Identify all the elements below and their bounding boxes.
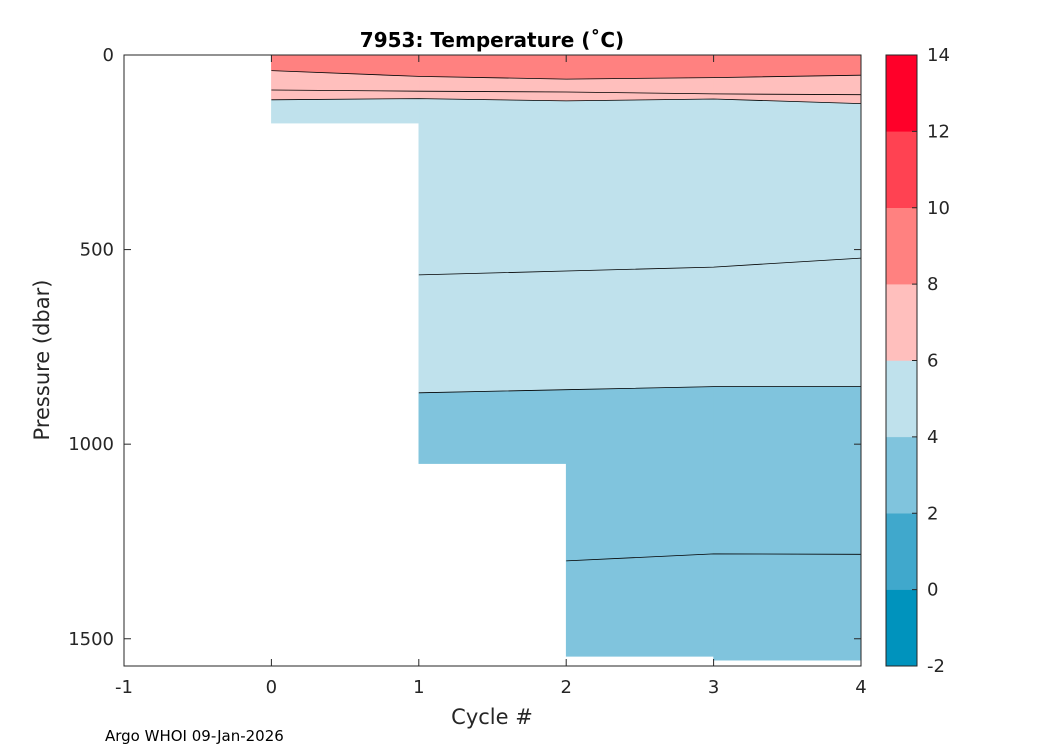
isotherm-line-0 <box>271 70 862 80</box>
contour-band-1-5 <box>418 389 567 464</box>
contour-band-3-5 <box>713 386 862 555</box>
y-tick-label: 1000 <box>68 434 114 455</box>
contour-band-2-4 <box>565 266 714 391</box>
colorbar-swatch <box>885 360 918 438</box>
x-tick-label: 3 <box>708 677 719 698</box>
y-axis-ticks: 0 500 1000 1500 <box>68 45 861 650</box>
x-tick-label: 1 <box>413 677 424 698</box>
colorbar: -2 0 2 4 6 8 10 12 14 <box>885 45 950 677</box>
colorbar-tick-label: 12 <box>927 121 950 142</box>
colorbar-swatch <box>885 589 918 667</box>
colorbar-swatch <box>885 131 918 208</box>
colorbar-tick-label: 4 <box>927 427 938 448</box>
contour-band-2-5 <box>565 386 714 562</box>
colorbar-swatch <box>885 436 918 514</box>
isotherm-line-2 <box>271 98 862 104</box>
isotherm-line-5 <box>566 553 862 562</box>
contour-band-3-6 <box>713 553 862 661</box>
y-axis-label: Pressure (dbar) <box>30 280 54 441</box>
contour-band-3-0 <box>713 54 862 78</box>
colorbar-tick-label: 0 <box>927 580 938 601</box>
colorbar-tick-label: 6 <box>927 351 938 372</box>
x-tick-label: 2 <box>560 677 571 698</box>
y-tick-label: 500 <box>80 240 114 261</box>
y-tick-label: 1500 <box>68 629 114 650</box>
x-axis-label: Cycle # <box>451 705 533 729</box>
contour-band-2-6 <box>565 553 714 657</box>
isotherm-line-1 <box>271 89 862 96</box>
contour-band-2-0 <box>565 54 714 80</box>
contour-band-3-4 <box>713 257 862 387</box>
colorbar-swatch <box>885 513 918 590</box>
contour-band-1-4 <box>418 270 567 394</box>
contour-band-2-1 <box>565 77 714 95</box>
colorbar-swatch <box>885 283 918 361</box>
contour-band-1-0 <box>418 54 567 80</box>
colorbar-tick-label: -2 <box>927 656 945 677</box>
x-tick-label: 4 <box>855 677 866 698</box>
contour-band-2-3 <box>565 98 714 272</box>
colorbar-tick-label: 8 <box>927 274 938 295</box>
x-axis-ticks: -1 0 1 2 3 4 <box>115 55 867 698</box>
x-tick-label: 0 <box>266 677 277 698</box>
y-tick-label: 0 <box>103 45 114 66</box>
plot-area <box>271 54 862 661</box>
isotherm-line-4 <box>418 386 861 394</box>
chart-title: 7953: Temperature (˚C) <box>360 28 624 52</box>
isotherm-line-3 <box>418 257 862 276</box>
colorbar-swatch <box>885 207 918 285</box>
colorbar-tick-label: 2 <box>927 503 938 524</box>
plot-frame <box>123 54 862 667</box>
contour-band-0-3 <box>271 98 420 124</box>
contour-band-3-3 <box>713 98 862 268</box>
contour-band-1-3 <box>418 98 567 276</box>
contour-lines <box>271 70 862 562</box>
colorbar-tick-label: 10 <box>927 198 950 219</box>
contour-band-0-2 <box>271 89 420 101</box>
footer-credit: Argo WHOI 09-Jan-2026 <box>105 727 284 745</box>
contour-band-3-1 <box>713 74 862 96</box>
colorbar-tick-label: 14 <box>927 45 950 66</box>
x-tick-label: -1 <box>115 677 133 698</box>
colorbar-swatch <box>885 54 918 132</box>
